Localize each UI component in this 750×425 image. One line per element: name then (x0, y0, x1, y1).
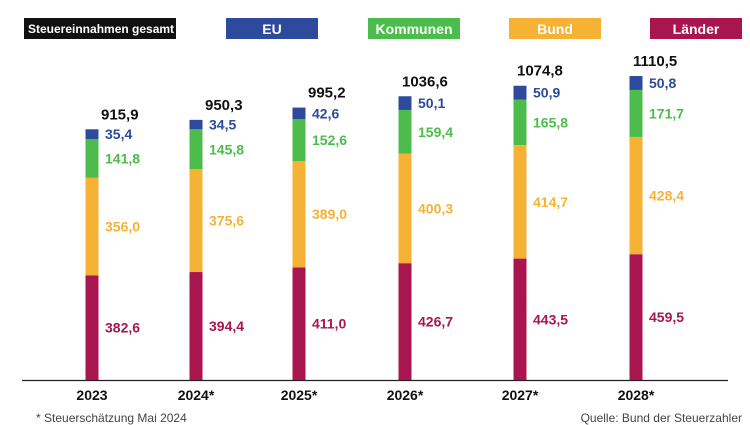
x-tick-label: 2026* (387, 387, 424, 403)
data-label-bund: 428,4 (649, 188, 684, 204)
bar-segment-eu (398, 96, 412, 110)
data-label-eu: 50,9 (533, 85, 560, 101)
data-label-bund: 375,6 (209, 213, 244, 229)
data-label-laender: 459,5 (649, 309, 684, 325)
data-label-laender: 394,4 (209, 318, 244, 334)
bar-segment-bund (398, 153, 412, 264)
data-label-eu: 50,8 (649, 75, 676, 91)
data-label-kommunen: 141,8 (105, 150, 140, 166)
legend-total: Steuereinnahmen gesamt (24, 18, 176, 39)
bar-segment-laender (189, 272, 203, 380)
x-tick-label: 2028* (618, 387, 655, 403)
data-label-eu: 50,1 (418, 95, 445, 111)
bar-segment-laender (513, 258, 527, 380)
bar-segment-bund (513, 145, 527, 259)
bar-segment-eu (85, 129, 99, 139)
data-label-laender: 426,7 (418, 314, 453, 330)
bar-segment-kommunen (513, 99, 527, 146)
x-tick-label: 2024* (178, 387, 215, 403)
bar-segment-eu (513, 85, 527, 100)
bar-segment-laender (398, 263, 412, 380)
data-label-laender: 411,0 (312, 316, 346, 332)
footnote: * Steuerschätzung Mai 2024 (36, 411, 187, 425)
bar-segment-bund (189, 169, 203, 273)
data-label-laender: 382,6 (105, 320, 140, 336)
data-label-bund: 400,3 (418, 200, 453, 216)
bar-segment-eu (292, 107, 306, 120)
bar-segment-bund (85, 177, 99, 276)
source-note: Quelle: Bund der Steuerzahler (580, 411, 742, 425)
x-tick-label: 2027* (502, 387, 539, 403)
data-label-kommunen: 171,7 (649, 105, 684, 121)
bar-segment-laender (629, 254, 643, 380)
total-label: 1074,8 (517, 63, 563, 80)
bar-segment-eu (189, 119, 203, 130)
legend-laender: Länder (650, 18, 742, 39)
data-label-laender: 443,5 (533, 311, 568, 327)
legend-kommunen: Kommunen (368, 18, 460, 39)
bar-segment-kommunen (189, 129, 203, 170)
bar-segment-kommunen (85, 138, 99, 178)
total-label: 995,2 (308, 85, 346, 102)
x-tick-label: 2025* (281, 387, 318, 403)
data-label-eu: 35,4 (105, 126, 132, 142)
data-label-kommunen: 145,8 (209, 141, 244, 157)
data-label-kommunen: 152,6 (312, 132, 347, 148)
x-tick-label: 2023 (76, 387, 107, 403)
bar-segment-bund (292, 160, 306, 268)
legend-eu: EU (226, 18, 318, 39)
total-label: 1110,5 (633, 53, 677, 70)
data-label-eu: 42,6 (312, 105, 339, 121)
bar-segment-laender (85, 275, 99, 380)
total-label: 950,3 (205, 97, 243, 114)
data-label-eu: 34,5 (209, 117, 236, 133)
bar-segment-kommunen (629, 89, 643, 137)
bar-segment-kommunen (292, 119, 306, 161)
data-label-bund: 414,7 (533, 194, 568, 210)
legend-bund: Bund (509, 18, 601, 39)
data-label-kommunen: 159,4 (418, 124, 453, 140)
data-label-kommunen: 165,8 (533, 114, 568, 130)
bar-segment-laender (292, 267, 306, 380)
bar-segment-kommunen (398, 109, 412, 154)
data-label-bund: 356,0 (105, 219, 140, 235)
total-label: 1036,6 (402, 73, 448, 90)
data-label-bund: 389,0 (312, 206, 347, 222)
bar-segment-eu (629, 76, 643, 90)
bar-segment-bund (629, 136, 643, 255)
total-label: 915,9 (101, 106, 139, 123)
